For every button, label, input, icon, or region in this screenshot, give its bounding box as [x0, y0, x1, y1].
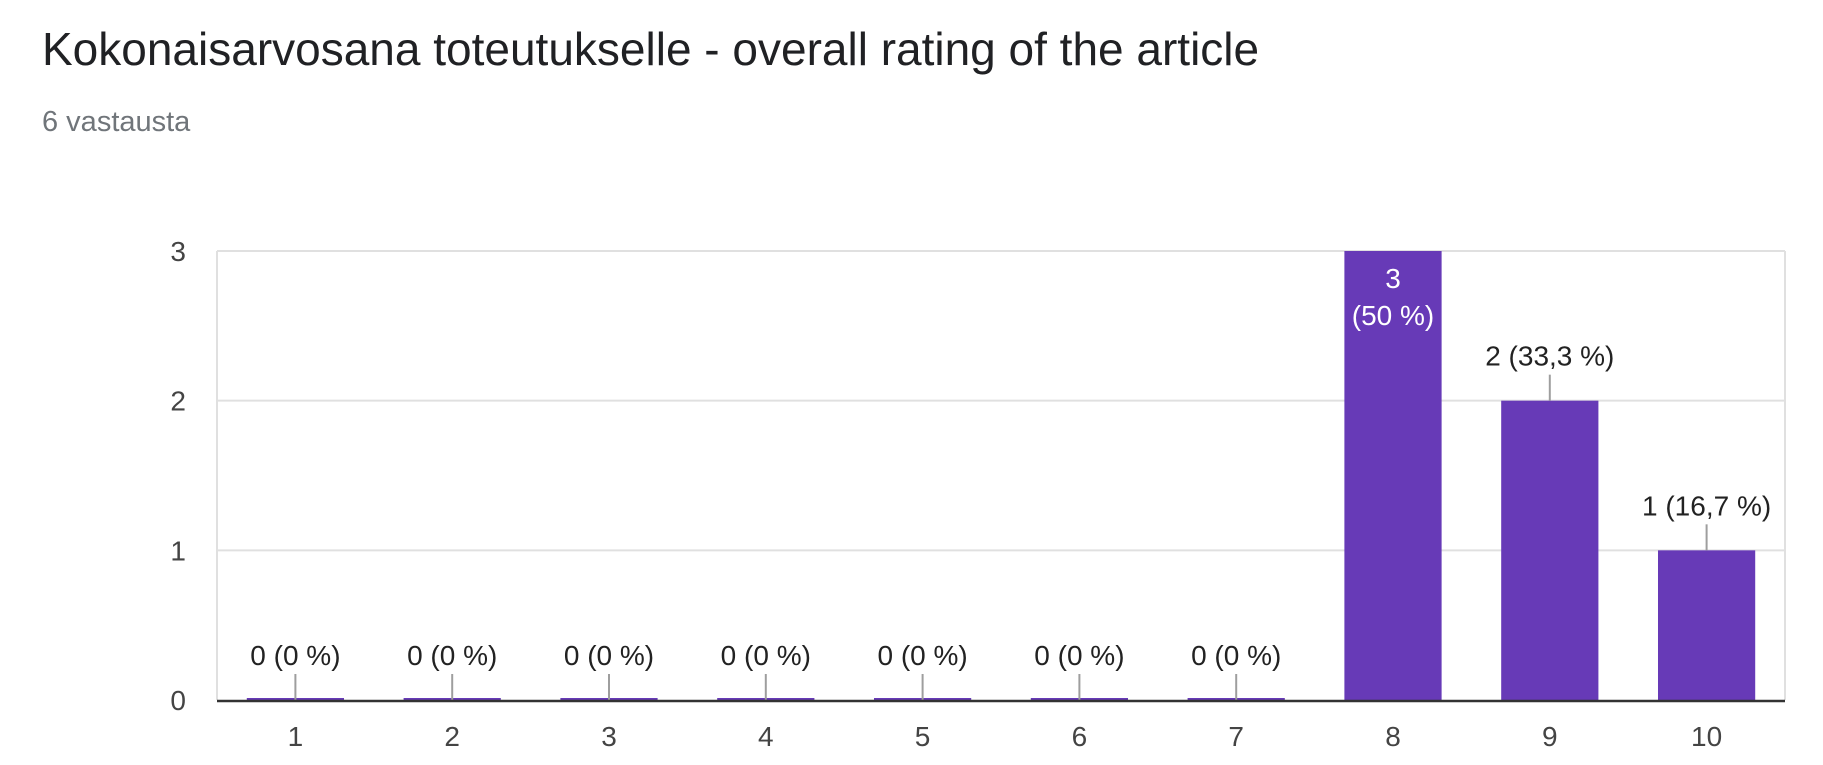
- x-tick-label: 8: [1385, 721, 1401, 752]
- data-label: 1 (16,7 %): [1642, 490, 1771, 521]
- data-label: 2 (33,3 %): [1485, 341, 1614, 372]
- data-label: 0 (0 %): [721, 640, 811, 671]
- x-tick-label: 10: [1691, 721, 1722, 752]
- y-tick-label: 1: [170, 535, 186, 566]
- y-tick-label: 3: [170, 236, 186, 267]
- chart-title: Kokonaisarvosana toteutukselle - overall…: [42, 23, 1260, 75]
- data-label: 0 (0 %): [1034, 640, 1124, 671]
- bar-10: [1657, 550, 1756, 700]
- x-tick-label: 1: [288, 721, 304, 752]
- data-label: (50 %): [1352, 300, 1434, 331]
- bar-9: [1501, 400, 1599, 700]
- x-tick-label: 2: [444, 721, 460, 752]
- x-tick-label: 9: [1542, 721, 1558, 752]
- response-count: 6 vastausta: [42, 106, 191, 138]
- x-tick-label: 4: [758, 721, 774, 752]
- data-label: 3: [1385, 263, 1401, 294]
- data-label: 0 (0 %): [1191, 640, 1281, 671]
- data-label: 0 (0 %): [407, 640, 497, 671]
- y-tick-label: 0: [170, 685, 186, 716]
- x-tick-label: 5: [915, 721, 931, 752]
- data-label: 0 (0 %): [877, 640, 967, 671]
- bar-8: [1344, 251, 1442, 700]
- y-tick-label: 2: [170, 386, 186, 417]
- data-label: 0 (0 %): [250, 640, 340, 671]
- x-tick-label: 7: [1228, 721, 1244, 752]
- x-tick-label: 6: [1072, 721, 1088, 752]
- x-tick-label: 3: [601, 721, 617, 752]
- data-label: 0 (0 %): [564, 640, 654, 671]
